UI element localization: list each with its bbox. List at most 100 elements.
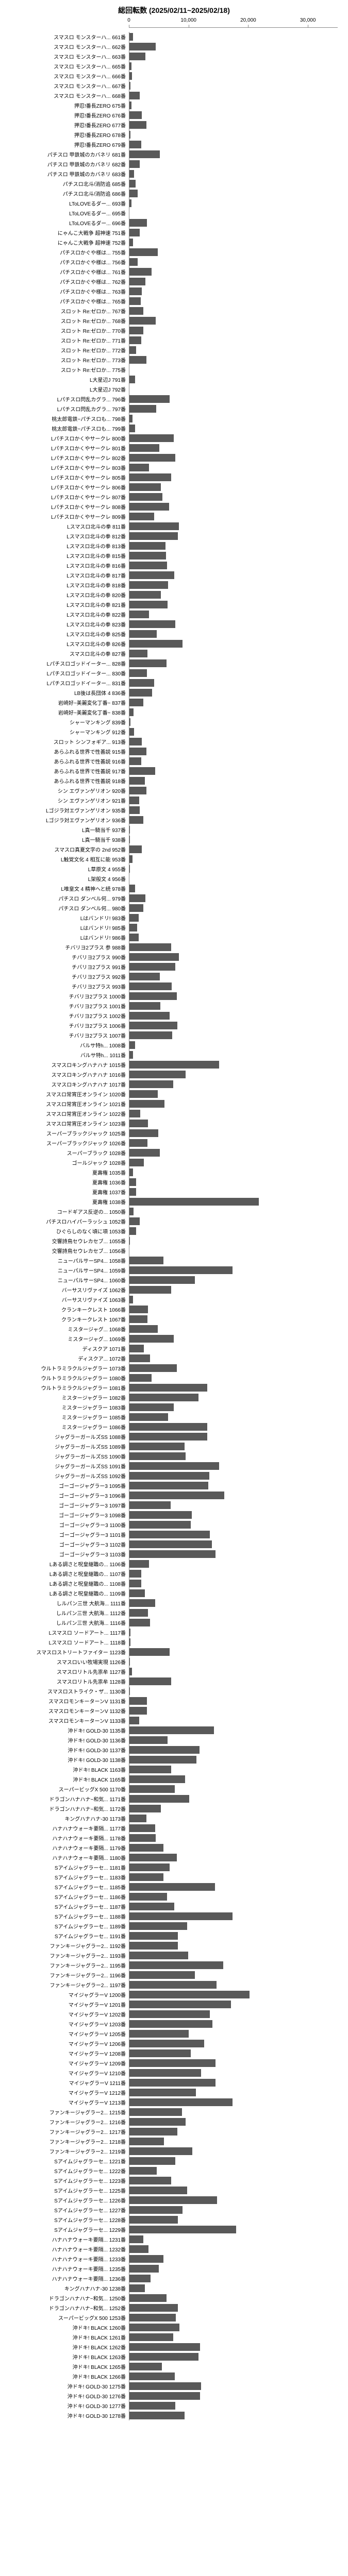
row-bar [129, 473, 171, 481]
row-bar [129, 1188, 136, 1196]
row-bar-area [129, 531, 338, 541]
row-bar-area [129, 639, 338, 649]
row-bar-area [129, 1422, 338, 1432]
row-bar [129, 1080, 173, 1088]
row-label: Lパチスロかくやサークレ 800番 [10, 434, 129, 442]
row-bar-area [129, 81, 338, 91]
row-label: ファンキージャグラー2... 1215番 [10, 2108, 129, 2116]
row-label: Lスマスロ北斗の拳 823番 [10, 620, 129, 628]
row-bar [129, 1942, 178, 1950]
row-bar-area [129, 1187, 338, 1197]
row-label: パチスロかぐや様は... 761番 [10, 268, 129, 276]
chart-row: Lパチスロかくやサークレ 805番 [10, 472, 338, 482]
row-bar-area [129, 1089, 338, 1099]
row-label: ゴーゴージャグラー3 1097番 [10, 1501, 129, 1509]
row-bar-area [129, 903, 338, 913]
x-axis-label: 30,000 [300, 18, 316, 23]
row-bar-area [129, 854, 338, 864]
row-bar-area [129, 1304, 338, 1314]
row-bar [129, 1394, 198, 1401]
row-bar [129, 1736, 168, 1744]
row-bar [129, 2363, 162, 2370]
row-bar-area [129, 247, 338, 257]
row-bar [129, 845, 142, 853]
row-label: 沖ドキ! BLACK 1261番 [10, 2333, 129, 2341]
row-bar [129, 1501, 171, 1509]
row-label: Lスマスロ北斗の拳 815番 [10, 552, 129, 560]
row-bar [129, 317, 156, 325]
chart-row: Lある調さと呪皇継職の... 1109番 [10, 1588, 338, 1598]
chart-row: ゴーゴージャグラー3 1103番 [10, 1549, 338, 1559]
row-bar-area [129, 1853, 338, 1862]
chart-row: チバリヨ2プラス 992番 [10, 972, 338, 981]
row-bar-area [129, 1530, 338, 1539]
row-bar [129, 562, 167, 569]
row-bar [129, 1159, 144, 1166]
row-bar [129, 395, 170, 403]
row-bar [129, 2235, 143, 2243]
row-bar [129, 1208, 134, 1215]
chart-row: パチスロかぐや様は... 765番 [10, 296, 338, 306]
row-label: チバリヨ2プラス 992番 [10, 973, 129, 980]
chart-row: ジャグラーガールズSS 1091番 [10, 1461, 338, 1471]
row-bar-area [129, 1197, 338, 1207]
row-bar-area [129, 345, 338, 355]
row-label: 桃太郎電鉄~パチスロも... 798番 [10, 415, 129, 422]
row-label: Lパチスロ閃乱カグラ... 796番 [10, 395, 129, 403]
chart-row: クランキークレスト 1067番 [10, 1314, 338, 1324]
chart-row: 沖ドキ! BLACK 1260番 [10, 2323, 338, 2332]
row-bar-area [129, 1892, 338, 1902]
row-label: キングハナハナ-30 1173番 [10, 1815, 129, 1822]
row-bar-area [129, 1050, 338, 1060]
chart-row: 沖ドキ! GOLD-30 1277番 [10, 2401, 338, 2411]
row-label: スーパーブラックジャック 1025番 [10, 1129, 129, 1137]
row-label: ジャグラーガールズSS 1090番 [10, 1452, 129, 1460]
row-bar-area [129, 1725, 338, 1735]
row-bar-area [129, 1432, 338, 1442]
chart-row: 沖ドキ! GOLD-30 1276番 [10, 2391, 338, 2401]
row-label: ジャグラーガールズSS 1088番 [10, 1433, 129, 1440]
row-label: スマスロ モンスターハ... 663番 [10, 53, 129, 60]
row-bar [129, 552, 166, 560]
row-label: あらふれる世界で性善説 915番 [10, 748, 129, 755]
chart-container: 総回転数 (2025/02/11~2025/02/18) 010,00020,0… [0, 0, 348, 2431]
row-bar-area [129, 698, 338, 707]
row-bar-area [129, 570, 338, 580]
row-bar [129, 1266, 233, 1274]
row-label: ミスタージャグ... 1069番 [10, 1335, 129, 1343]
row-label: Lはバンドリ! 983番 [10, 914, 129, 922]
row-label: ゴーゴージャグラー3 1100番 [10, 1521, 129, 1529]
chart-row: Sアイムジャグラーセ... 1181番 [10, 1862, 338, 1872]
row-label: スーパービッグX 500 1170番 [10, 1785, 129, 1793]
chart-row: スロット Re:ゼロか... 771番 [10, 335, 338, 345]
row-label: パチスロハイパーラッシュ 1052番 [10, 1217, 129, 1225]
row-label: Lゴジラ対エヴァンゲリオン 936番 [10, 816, 129, 824]
chart-row: マイジャグラーV 1208番 [10, 2048, 338, 2058]
row-bar-area [129, 972, 338, 981]
row-label: ハナハナウォーキ要隔... 1232番 [10, 2245, 129, 2253]
row-bar-area [129, 737, 338, 747]
row-bar-area [129, 766, 338, 776]
chart-row: 押忍!番長ZERO 676番 [10, 110, 338, 120]
row-bar-area [129, 2097, 338, 2107]
chart-row: シン エヴァンゲリオン 920番 [10, 786, 338, 795]
chart-row: パチスロ 甲鉄城のカバネリ 681番 [10, 149, 338, 159]
row-bar [129, 2245, 148, 2253]
row-label: スマスロ常宵圧オンライン 1023番 [10, 1120, 129, 1127]
row-bar [129, 1795, 189, 1803]
chart-row: ゴーゴージャグラー3 1097番 [10, 1500, 338, 1510]
row-label: パチスロ 甲鉄城のカバネリ 682番 [10, 160, 129, 168]
row-bar [129, 787, 146, 794]
row-bar [129, 141, 141, 148]
chart-row: スマスロ常宵圧オンライン 1022番 [10, 1109, 338, 1118]
row-bar [129, 620, 175, 628]
chart-row: ファンキージャグラー2... 1192番 [10, 1941, 338, 1951]
chart-row: チバリヨ2プラス 1006番 [10, 1021, 338, 1030]
row-bar-area [129, 981, 338, 991]
row-bar [129, 699, 143, 706]
row-bar-area [129, 580, 338, 590]
row-bar [129, 1815, 146, 1822]
row-bar-area [129, 1226, 338, 1236]
row-bar-area [129, 198, 338, 208]
row-bar-area [129, 1814, 338, 1823]
